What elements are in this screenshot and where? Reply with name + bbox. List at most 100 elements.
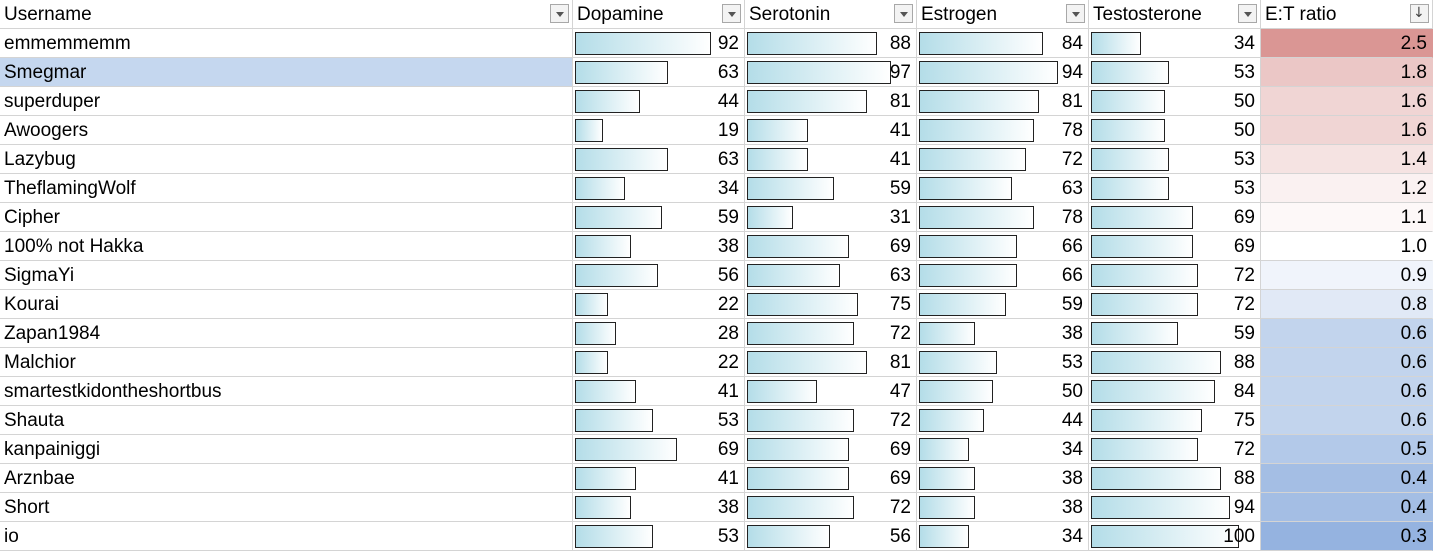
cell-serotonin[interactable]: 69 [745,232,917,261]
cell-username[interactable]: Smegmar [0,58,573,87]
cell-serotonin[interactable]: 69 [745,464,917,493]
table-row[interactable]: superduper 44 81 81 50 1.6 [0,87,1433,116]
cell-dopamine[interactable]: 22 [573,348,745,377]
cell-dopamine[interactable]: 63 [573,145,745,174]
cell-username[interactable]: Arznbae [0,464,573,493]
table-row[interactable]: Short 38 72 38 94 0.4 [0,493,1433,522]
cell-estrogen[interactable]: 66 [917,232,1089,261]
cell-ratio[interactable]: 0.6 [1261,348,1433,377]
table-row[interactable]: emmemmemm 92 88 84 34 2.5 [0,29,1433,58]
cell-ratio[interactable]: 0.4 [1261,493,1433,522]
cell-estrogen[interactable]: 63 [917,174,1089,203]
cell-testosterone[interactable]: 75 [1089,406,1261,435]
table-row[interactable]: Awoogers 19 41 78 50 1.6 [0,116,1433,145]
table-row[interactable]: Smegmar 63 97 94 53 1.8 [0,58,1433,87]
header-dopamine[interactable]: Dopamine [573,0,745,29]
cell-username[interactable]: Awoogers [0,116,573,145]
cell-estrogen[interactable]: 78 [917,116,1089,145]
cell-testosterone[interactable]: 34 [1089,29,1261,58]
header-testosterone[interactable]: Testosterone [1089,0,1261,29]
header-serotonin[interactable]: Serotonin [745,0,917,29]
table-row[interactable]: 100% not Hakka 38 69 66 69 1.0 [0,232,1433,261]
cell-serotonin[interactable]: 88 [745,29,917,58]
cell-username[interactable]: Kourai [0,290,573,319]
cell-estrogen[interactable]: 84 [917,29,1089,58]
cell-serotonin[interactable]: 63 [745,261,917,290]
cell-estrogen[interactable]: 81 [917,87,1089,116]
cell-estrogen[interactable]: 38 [917,464,1089,493]
cell-dopamine[interactable]: 38 [573,232,745,261]
cell-serotonin[interactable]: 72 [745,406,917,435]
cell-estrogen[interactable]: 34 [917,522,1089,551]
table-row[interactable]: Shauta 53 72 44 75 0.6 [0,406,1433,435]
cell-serotonin[interactable]: 69 [745,435,917,464]
cell-username[interactable]: kanpainiggi [0,435,573,464]
table-row[interactable]: Kourai 22 75 59 72 0.8 [0,290,1433,319]
cell-dopamine[interactable]: 41 [573,464,745,493]
cell-ratio[interactable]: 1.6 [1261,116,1433,145]
cell-username[interactable]: Cipher [0,203,573,232]
cell-testosterone[interactable]: 88 [1089,348,1261,377]
cell-estrogen[interactable]: 50 [917,377,1089,406]
cell-username[interactable]: emmemmemm [0,29,573,58]
cell-dopamine[interactable]: 19 [573,116,745,145]
cell-username[interactable]: 100% not Hakka [0,232,573,261]
cell-username[interactable]: Short [0,493,573,522]
cell-dopamine[interactable]: 69 [573,435,745,464]
cell-dopamine[interactable]: 53 [573,406,745,435]
cell-testosterone[interactable]: 59 [1089,319,1261,348]
cell-serotonin[interactable]: 81 [745,87,917,116]
cell-ratio[interactable]: 0.9 [1261,261,1433,290]
cell-dopamine[interactable]: 22 [573,290,745,319]
table-row[interactable]: smartestkidontheshortbus 41 47 50 84 0.6 [0,377,1433,406]
cell-testosterone[interactable]: 84 [1089,377,1261,406]
filter-dropdown-estrogen[interactable] [1066,4,1085,23]
cell-serotonin[interactable]: 31 [745,203,917,232]
cell-testosterone[interactable]: 53 [1089,174,1261,203]
header-estrogen[interactable]: Estrogen [917,0,1089,29]
table-row[interactable]: Arznbae 41 69 38 88 0.4 [0,464,1433,493]
filter-dropdown-username[interactable] [550,4,569,23]
cell-username[interactable]: Zapan1984 [0,319,573,348]
table-row[interactable]: Lazybug 63 41 72 53 1.4 [0,145,1433,174]
cell-dopamine[interactable]: 44 [573,87,745,116]
cell-testosterone[interactable]: 94 [1089,493,1261,522]
cell-ratio[interactable]: 0.6 [1261,406,1433,435]
cell-username[interactable]: SigmaYi [0,261,573,290]
cell-ratio[interactable]: 0.5 [1261,435,1433,464]
filter-dropdown-serotonin[interactable] [894,4,913,23]
cell-username[interactable]: smartestkidontheshortbus [0,377,573,406]
cell-ratio[interactable]: 0.6 [1261,377,1433,406]
cell-estrogen[interactable]: 59 [917,290,1089,319]
cell-dopamine[interactable]: 34 [573,174,745,203]
cell-serotonin[interactable]: 47 [745,377,917,406]
table-row[interactable]: Cipher 59 31 78 69 1.1 [0,203,1433,232]
cell-ratio[interactable]: 0.6 [1261,319,1433,348]
cell-estrogen[interactable]: 38 [917,319,1089,348]
table-row[interactable]: kanpainiggi 69 69 34 72 0.5 [0,435,1433,464]
filter-dropdown-testosterone[interactable] [1238,4,1257,23]
table-row[interactable]: Zapan1984 28 72 38 59 0.6 [0,319,1433,348]
cell-ratio[interactable]: 1.2 [1261,174,1433,203]
cell-testosterone[interactable]: 72 [1089,290,1261,319]
filter-dropdown-dopamine[interactable] [722,4,741,23]
cell-estrogen[interactable]: 44 [917,406,1089,435]
cell-ratio[interactable]: 1.6 [1261,87,1433,116]
cell-dopamine[interactable]: 41 [573,377,745,406]
cell-ratio[interactable]: 1.4 [1261,145,1433,174]
cell-username[interactable]: Lazybug [0,145,573,174]
cell-serotonin[interactable]: 75 [745,290,917,319]
cell-serotonin[interactable]: 41 [745,145,917,174]
table-row[interactable]: Malchior 22 81 53 88 0.6 [0,348,1433,377]
cell-testosterone[interactable]: 72 [1089,261,1261,290]
cell-dopamine[interactable]: 63 [573,58,745,87]
filter-sort-descending-ratio[interactable]: ↓ [1410,4,1429,23]
cell-dopamine[interactable]: 28 [573,319,745,348]
cell-ratio[interactable]: 2.5 [1261,29,1433,58]
cell-testosterone[interactable]: 53 [1089,145,1261,174]
table-row[interactable]: TheflamingWolf 34 59 63 53 1.2 [0,174,1433,203]
cell-dopamine[interactable]: 38 [573,493,745,522]
header-ratio[interactable]: E:T ratio ↓ [1261,0,1433,29]
cell-testosterone[interactable]: 72 [1089,435,1261,464]
cell-dopamine[interactable]: 56 [573,261,745,290]
